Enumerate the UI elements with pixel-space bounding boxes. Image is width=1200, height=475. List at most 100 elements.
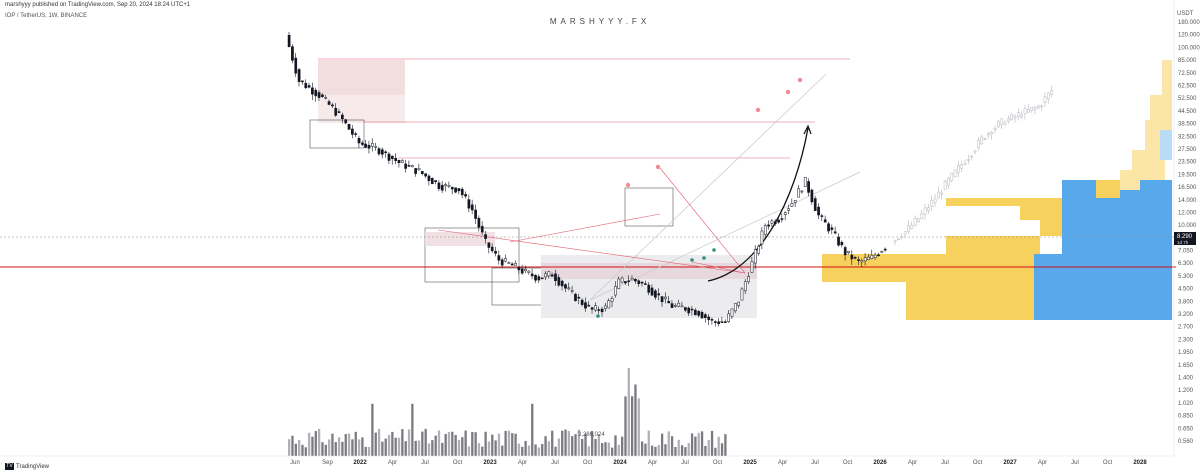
symbol-line[interactable]: IOP / TetherUS, 1W, BINANCE [5,13,88,19]
proj-candle-184 [900,236,904,238]
price-candle-22 [361,142,364,145]
price-candle-34 [400,160,404,163]
marker-red-4 [797,77,803,83]
logo-text: TradingView [16,464,50,471]
descending-line-4 [691,261,746,274]
price-tick: 1.950 [1178,350,1194,356]
price-candle-178 [880,251,884,253]
volume-bar-76 [541,444,544,456]
price-candle-92 [594,305,597,311]
proj-candle-225 [1037,105,1040,109]
marker-teal-2 [702,256,706,260]
volume-bar-37 [411,403,414,456]
volume-bar-50 [454,434,457,456]
volume-bar-127 [710,430,714,456]
price-tick: 5.300 [1178,274,1194,280]
volume-bar-68 [514,433,517,456]
marker-teal-0 [596,314,600,318]
proj-candle-200 [953,169,957,177]
price-candle-128 [713,321,717,323]
price-candle-118 [680,305,684,308]
proj-candle-183 [897,238,900,240]
volume-bar-66 [507,430,511,456]
volume-bar-55 [471,431,474,456]
proj-candle-222 [1027,109,1030,113]
volume-bar-36 [407,429,411,456]
price-candle-148 [780,218,784,220]
volume-bar-87 [577,429,581,456]
proj-candle-213 [997,120,1000,128]
proj-candle-226 [1040,105,1044,108]
volume-bar-56 [474,432,477,456]
tradingview-logo[interactable]: TV TradingView [5,463,49,470]
price-candle-121 [690,308,694,311]
price-candle-6 [307,85,311,88]
price-candle-111 [657,293,661,296]
price-candle-115 [670,303,674,308]
price-candle-80 [554,273,557,282]
volume-bar-16 [341,441,344,456]
volume-bar-75 [537,447,541,456]
price-candle-32 [394,157,398,161]
price-candle-25 [371,143,374,147]
price-candle-91 [590,307,594,310]
price-candle-27 [377,148,381,155]
proj-candle-201 [957,165,960,173]
proj-candle-218 [1013,116,1017,119]
price-candle-78 [547,271,551,277]
volume-bar-92 [594,438,597,456]
volume-bar-89 [584,433,587,456]
time-tick: Oct [973,460,983,466]
price-candle-156 [807,181,810,193]
proj-candle-212 [993,127,997,130]
price-candle-107 [644,283,647,285]
price-candle-26 [374,146,378,148]
price-candle-154 [800,190,804,193]
price-tick: 72.500 [1178,71,1197,77]
publish-line: marshyyy published on TradingView.com, S… [5,2,191,8]
price-candle-3 [297,69,301,82]
price-tick: 1.650 [1178,363,1194,369]
price-tick: 3.200 [1178,312,1194,318]
price-candle-7 [311,87,314,95]
price-candle-155 [803,177,807,187]
proj-candle-210 [987,132,990,136]
price-candle-38 [414,168,417,174]
volume-bar-72 [527,445,531,456]
price-candle-137 [743,281,747,292]
price-candle-15 [337,111,341,113]
volume-bar-118 [680,445,684,456]
volume-bar-7 [311,436,314,456]
volume-bar-112 [660,433,664,456]
volume-bar-17 [344,434,347,456]
price-candle-73 [530,273,534,277]
price-candle-61 [490,246,494,252]
price-tick: 12.000 [1178,210,1197,216]
volume-bar-100 [621,436,624,456]
price-candle-85 [570,290,574,292]
proj-candle-217 [1010,114,1014,120]
price-candle-1 [291,46,294,61]
price-candle-69 [517,266,521,271]
price-candle-45 [437,182,441,189]
tradingview-logo-icon: TV [5,463,14,470]
price-candle-29 [384,151,388,154]
volume-bar-46 [441,442,444,456]
price-candle-165 [837,236,840,246]
volume-bar-35 [404,441,407,456]
price-candle-162 [827,223,830,232]
price-candle-70 [520,268,524,274]
volume-bar-58 [481,446,484,456]
price-candle-170 [853,257,857,259]
price-candle-63 [497,255,501,261]
volume-bar-28 [381,441,384,456]
volume-bar-121 [690,433,694,456]
price-candle-53 [464,194,467,197]
volume-bar-106 [640,441,644,456]
volume-bar-67 [511,433,514,456]
price-candle-4 [301,80,304,83]
range-box-3 [624,187,674,227]
price-candle-157 [810,189,814,203]
price-tick: 10.000 [1178,223,1197,229]
